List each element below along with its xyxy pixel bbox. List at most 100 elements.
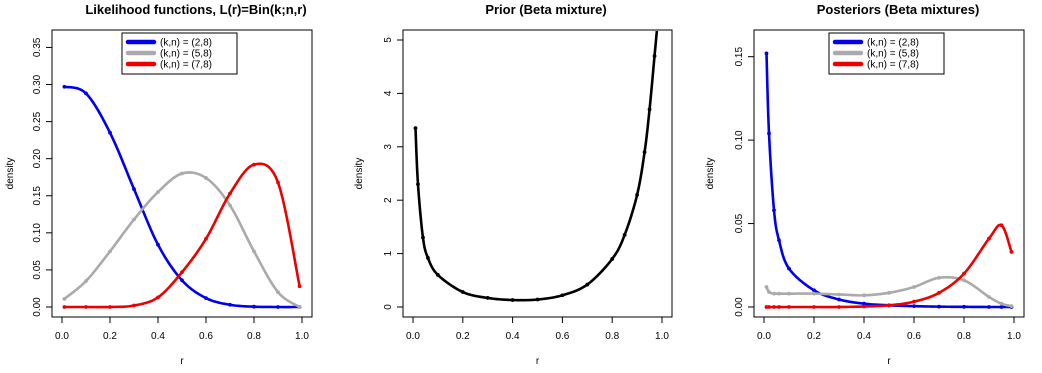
likelihood-series-point	[252, 249, 256, 254]
likelihood-panel: Likelihood functions, L(r)=Bin(k;n,r) 0.0…	[5, 2, 313, 367]
prior-series-point	[535, 297, 540, 302]
likelihood-series-point	[62, 305, 67, 309]
posterior-series-point	[862, 301, 866, 306]
posterior-series-point	[862, 293, 866, 298]
posterior-series-point	[777, 305, 781, 309]
prior-y-tick-label: 1	[383, 250, 394, 256]
posterior-series-point	[812, 305, 816, 309]
posterior-series-point	[887, 290, 891, 295]
posterior-series-point	[787, 305, 791, 309]
likelihood-plot-frame	[51, 29, 313, 318]
posterior-series-point	[787, 266, 791, 271]
posterior-series-point	[912, 285, 916, 289]
prior-series-point	[416, 182, 420, 187]
likelihood-series-point	[228, 203, 232, 208]
likelihood-series-point	[132, 217, 136, 222]
prior-x-tick-label: 0.8	[605, 331, 619, 342]
likelihood-series-point	[62, 84, 67, 89]
prior-series-point	[656, 31, 658, 32]
prior-series-point	[560, 293, 565, 298]
posterior-series-point	[937, 290, 941, 295]
likelihood-series-line-3	[64, 162, 301, 309]
posterior-series-point	[787, 291, 791, 296]
prior-series-point	[647, 107, 652, 112]
prior-y-tick-label: 3	[383, 144, 394, 150]
likelihood-y-tick-label: 0.00	[32, 297, 43, 317]
posterior-series-point	[862, 304, 866, 309]
prior-series-point	[426, 255, 430, 260]
likelihood-series-point	[204, 296, 208, 300]
likelihood-x-tick-label: 0.2	[103, 331, 117, 342]
posterior-y-tick-label: 0.10	[734, 130, 745, 150]
posterior-series-point	[999, 305, 1004, 309]
posterior-series-point	[837, 292, 841, 297]
likelihood-y-tick-label: 0.25	[32, 111, 43, 131]
posterior-series-point	[772, 291, 776, 296]
likelihood-series-point	[156, 295, 160, 300]
posterior-series-point	[772, 208, 776, 213]
likelihood-y-tick-label: 0.20	[32, 148, 43, 168]
likelihood-y-tick-label: 0.30	[32, 74, 43, 94]
likelihood-y-axis-label: density	[5, 158, 16, 190]
likelihood-legend-label: (k,n) = (7,8)	[160, 60, 212, 71]
prior-series-point	[460, 290, 465, 294]
likelihood-legend-label: (k,n) = (5,8)	[160, 49, 212, 60]
prior-series-point	[585, 282, 590, 287]
posterior-x-tick-label: 1.0	[1007, 331, 1021, 342]
posterior-series-point	[999, 223, 1004, 228]
posterior-x-tick-label: 0.8	[957, 331, 971, 342]
likelihood-x-axis-label: r	[180, 356, 184, 367]
likelihood-series-point	[204, 176, 208, 180]
posterior-legend-label: (k,n) = (2,8)	[867, 38, 919, 49]
prior-x-tick-label: 0.2	[456, 331, 470, 342]
posterior-series-point	[767, 131, 771, 136]
posterior-series-point	[764, 51, 769, 56]
posterior-series-point	[887, 303, 891, 308]
likelihood-y-tick-label: 0.05	[32, 260, 43, 280]
posterior-legend-label: (k,n) = (7,8)	[867, 60, 919, 71]
likelihood-y-tick-label: 0.10	[32, 223, 43, 243]
likelihood-series-point	[108, 130, 112, 135]
posterior-series-group	[764, 51, 1014, 309]
likelihood-series-point	[156, 190, 160, 194]
posterior-series-point	[987, 295, 991, 299]
prior-plot-frame	[402, 29, 673, 318]
likelihood-series-point	[180, 270, 184, 275]
prior-series-point	[635, 192, 639, 197]
likelihood-series-point	[276, 290, 280, 295]
likelihood-series-point	[297, 284, 302, 289]
posterior-x-axis-label: r	[887, 356, 891, 367]
posterior-x-tick-label: 0.2	[807, 331, 821, 342]
posterior-x-tick-label: 0.6	[907, 331, 921, 342]
prior-series-group	[413, 31, 659, 302]
likelihood-x-tick-label: 1.0	[295, 331, 309, 342]
prior-series-point	[642, 150, 647, 155]
prior-series-point	[610, 257, 615, 261]
posterior-series-point	[767, 305, 771, 309]
posterior-series-point	[987, 236, 991, 241]
posterior-y-tick-label: 0.05	[734, 213, 745, 233]
posterior-series-point	[999, 301, 1004, 306]
posterior-y-tick-label: 0.00	[734, 297, 745, 317]
likelihood-legend-label: (k,n) = (2,8)	[160, 38, 212, 49]
likelihood-x-tick-label: 0.8	[247, 331, 261, 342]
posterior-series-point	[937, 304, 941, 309]
posterior-legend-label: (k,n) = (5,8)	[867, 49, 919, 60]
prior-series-point	[413, 126, 418, 131]
prior-y-tick-label: 4	[383, 90, 394, 96]
likelihood-series-point	[228, 191, 232, 196]
posterior-series-point	[962, 278, 966, 283]
prior-x-tick-label: 0.4	[506, 331, 520, 342]
posterior-series-point	[767, 290, 771, 294]
prior-series-point	[436, 273, 440, 277]
prior-x-tick-label: 1.0	[655, 331, 669, 342]
posterior-panel: Posteriors (Beta mixtures) 0.0 0.2 0.4 0.6 0.…	[705, 2, 1025, 367]
posterior-series-point	[777, 238, 781, 243]
likelihood-series-point	[252, 304, 256, 309]
prior-panel: Prior (Beta mixture) 0.0 0.2 0.4 0.6 0.8 1.0 0 1…	[354, 2, 673, 367]
likelihood-y-tick-label: 0.35	[32, 37, 43, 57]
likelihood-series-point	[62, 296, 67, 301]
posterior-series-point	[812, 291, 816, 296]
likelihood-series-point	[84, 91, 88, 96]
